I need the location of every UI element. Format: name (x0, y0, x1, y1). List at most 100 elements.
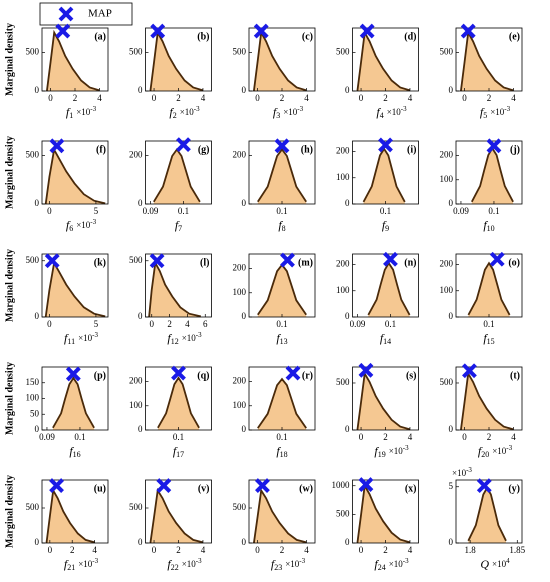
x-tick-label: 2 (70, 545, 75, 555)
multiplier-exp: 4 (506, 557, 510, 565)
x-tick-label: 0.1 (74, 432, 85, 442)
panel-letter: (e) (509, 31, 520, 42)
y-tick-label: 200 (129, 150, 143, 160)
multiplier-exp: -3 (196, 557, 202, 565)
density-line (44, 260, 106, 318)
x-tick-label: 4 (185, 319, 190, 329)
x-label-base: f (271, 557, 276, 571)
x-tick-label: 2 (176, 545, 181, 555)
density-area (149, 263, 201, 317)
x-tick-label: 1.8 (465, 545, 477, 555)
y-tick-label: 500 (336, 47, 350, 57)
x-tick-label: 0.09 (350, 319, 366, 329)
map-stroke (156, 478, 172, 494)
panel-letter: (j) (510, 144, 520, 155)
x-tick-label: 0 (462, 432, 467, 442)
multiplier-exp: -3 (90, 218, 96, 226)
x-label-sub: 22 (171, 563, 179, 572)
density-area (363, 148, 405, 204)
x-label-sub: 1 (69, 111, 73, 120)
panel: 0.1 0 100 200 (q) f17 (129, 366, 212, 459)
density-area (52, 378, 95, 430)
density-line (356, 482, 411, 544)
panel-letter: (n) (404, 257, 416, 268)
panel-letter: (w) (299, 483, 313, 494)
y-tick-label: 500 (336, 377, 350, 387)
y-axis-label: Marginal density (4, 475, 15, 548)
panel: 0.1 0 100 200 (r) f18 (233, 366, 316, 459)
y-tick-label: 100 (26, 393, 40, 403)
x-label-base: f (64, 331, 69, 345)
y-tick-label: 0 (35, 537, 40, 547)
map-stroke (460, 23, 476, 39)
panel-letter: (a) (94, 31, 106, 42)
multiplier-base: ×10 (182, 333, 197, 343)
map-stroke (58, 6, 74, 22)
y-tick-label: 0 (242, 198, 247, 208)
y-tick-label: 50 (30, 408, 40, 418)
x-tick-label: 0 (47, 206, 52, 216)
panel-letter: (m) (298, 257, 313, 268)
x-label-sub: 16 (73, 450, 81, 459)
multiplier-exp: -3 (194, 105, 200, 113)
x-label-base: f (380, 331, 385, 345)
multiplier-exp: -3 (92, 331, 98, 339)
y-tick-label: 0 (242, 424, 247, 434)
y-tick-label: 200 (336, 146, 350, 156)
panel-letter: (q) (197, 370, 209, 381)
x-tick-label: 0.1 (276, 319, 287, 329)
multiplier-base: ×10 (76, 107, 91, 117)
map-marker (462, 363, 477, 379)
x-tick-label: 2 (280, 93, 285, 103)
y-tick-label: 0 (345, 537, 350, 547)
panel: 0.09 0.1 0 50 100 150 (p) f16 Marginal density (4, 362, 109, 459)
y-tick-label: 0 (138, 85, 143, 95)
x-label-sub: 21 (67, 563, 75, 572)
density-area (471, 148, 514, 204)
panel: 0 2 4 0 500 (c) f3 ×10-3 (233, 27, 316, 120)
x-tick-label: 0.1 (276, 432, 287, 442)
map-marker (460, 23, 476, 39)
map-marker (359, 23, 375, 39)
y-tick-label: 0 (138, 198, 143, 208)
y-tick-label: 200 (440, 259, 454, 269)
x-axis-label: f22 ×10-3 (167, 557, 202, 572)
density-area (45, 263, 106, 317)
y-tick-label: 0 (449, 85, 454, 95)
y-tick-label: 100 (440, 174, 454, 184)
panel-letter: (c) (302, 31, 313, 42)
legend: MAP (39, 2, 133, 26)
map-stroke (462, 363, 477, 379)
legend-box (39, 2, 133, 26)
x-label-base: f (167, 557, 172, 571)
x-label-base: f (374, 557, 379, 571)
multiplier-exp: -3 (401, 105, 407, 113)
x-label-base: f (175, 218, 180, 232)
y-multiplier: ×10-3 (452, 466, 472, 478)
density-area (157, 377, 200, 430)
map-stroke (149, 253, 165, 269)
density-line (460, 370, 514, 431)
x-axis-label: f21 ×10-3 (64, 557, 99, 572)
density-area (253, 32, 307, 91)
map-marker (285, 365, 301, 381)
x-tick-label: 0.1 (173, 432, 184, 442)
y-axis-label: Marginal density (4, 362, 15, 435)
map-stroke (280, 252, 295, 268)
panel: 0.1 0 200 (h) f8 (233, 140, 316, 233)
density-area (357, 32, 410, 91)
x-tick-label: 0.1 (276, 206, 287, 216)
x-tick-label: 4 (201, 93, 206, 103)
y-tick-label: 500 (26, 255, 40, 265)
x-tick-label: 4 (304, 93, 309, 103)
map-stroke (55, 23, 71, 39)
x-label-sub: 2 (173, 111, 177, 120)
y-tick-label: 500 (440, 47, 454, 57)
multiplier-base: ×10 (389, 559, 404, 569)
density-area (46, 490, 95, 543)
map-stroke (486, 138, 502, 154)
x-label-sub: 19 (378, 450, 386, 459)
x-label-base: f (64, 557, 69, 571)
multiplier-base: ×10 (492, 446, 507, 456)
panel-letter: (b) (197, 31, 209, 42)
